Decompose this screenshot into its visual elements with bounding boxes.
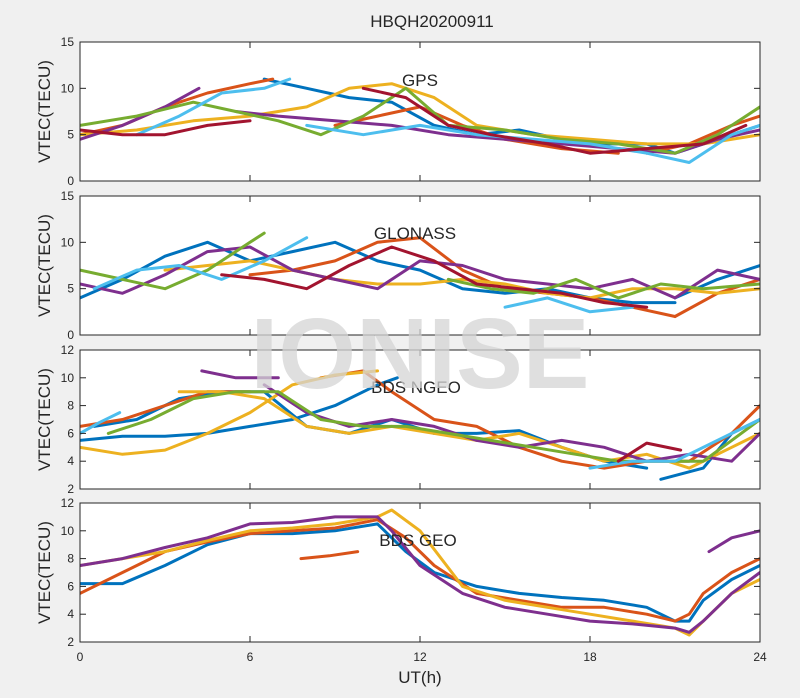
series-line-3 (299, 550, 360, 561)
x-axis: 0 6 12 18 24 (77, 650, 767, 664)
y-axis-label: VTEC(TECU) (35, 368, 54, 471)
series-line-12 (361, 86, 748, 155)
panel-4: 2 4 6 8 10 12 VTEC(TECU) BDS GEO (35, 496, 761, 649)
plot-area (80, 350, 760, 489)
y-tick-label: 8 (67, 552, 74, 566)
series-line-11 (80, 411, 122, 435)
series-group (80, 231, 760, 318)
y-tick-label: 8 (67, 399, 74, 413)
y-axis-label: VTEC(TECU) (35, 214, 54, 317)
panel-1: 0 5 10 15 VTEC(TECU) GPS (35, 35, 761, 188)
series-line-5 (163, 259, 760, 300)
x-tick-label: 24 (753, 650, 767, 664)
series-line-8 (80, 86, 760, 155)
y-tick-label: 10 (61, 235, 75, 249)
y-tick-label: 15 (61, 35, 75, 49)
x-tick-label: 12 (413, 650, 427, 664)
series-line-10 (503, 296, 634, 314)
panel-2: 0 5 10 15 VTEC(TECU) GLONASS (35, 189, 761, 342)
y-tick-label: 5 (67, 282, 74, 296)
series-line-4 (80, 508, 760, 637)
y-tick-label: 4 (67, 454, 74, 468)
y-axis-label: VTEC(TECU) (35, 60, 54, 163)
x-axis-label: UT(h) (398, 668, 441, 687)
panel-label: BDS GEO (379, 531, 456, 550)
x-tick-label: 0 (77, 650, 84, 664)
series-line-1 (80, 240, 677, 305)
y-tick-label: 4 (67, 607, 74, 621)
series-line-11 (80, 119, 252, 137)
y-tick-label: 5 (67, 128, 74, 142)
y-tick-label: 0 (67, 174, 74, 188)
series-line-5 (80, 82, 760, 146)
series-line-11 (220, 245, 649, 309)
x-tick-label: 6 (247, 650, 254, 664)
panel-label: GPS (402, 71, 438, 90)
y-tick-label: 2 (67, 635, 74, 649)
panel-label: BDS NGEO (371, 378, 461, 397)
series-line-8 (446, 277, 760, 300)
panels: 0 5 10 15 VTEC(TECU) GPS 0 5 10 15 VTEC(TECU) GLONA… (35, 35, 761, 649)
y-tick-label: 6 (67, 579, 74, 593)
series-line-6 (80, 245, 760, 300)
series-line-13 (616, 441, 683, 463)
series-group (80, 369, 760, 481)
series-line-10 (305, 123, 760, 164)
series-line-9 (92, 236, 309, 291)
y-tick-label: 0 (67, 328, 74, 342)
series-line-12 (588, 418, 760, 470)
y-tick-label: 10 (61, 371, 75, 385)
y-tick-label: 12 (61, 343, 75, 357)
series-line-3 (248, 236, 677, 318)
panel-label: GLONASS (374, 224, 456, 243)
series-line-6 (80, 369, 379, 456)
plot-area (80, 42, 760, 181)
y-tick-label: 10 (61, 524, 75, 538)
series-group (80, 508, 760, 637)
watermark: IONISE (251, 298, 590, 410)
series-line-6 (707, 529, 760, 554)
series-line-4 (645, 114, 760, 155)
y-tick-label: 12 (61, 496, 75, 510)
y-tick-label: 6 (67, 426, 74, 440)
series-line-9 (135, 77, 292, 137)
chart-title: HBQH20200911 (370, 12, 494, 31)
series-line-1 (80, 376, 399, 442)
y-axis-label: VTEC(TECU) (35, 521, 54, 624)
plot-area (80, 503, 760, 642)
y-tick-label: 15 (61, 189, 75, 203)
series-group (80, 77, 760, 164)
series-line-8 (200, 369, 280, 380)
y-tick-label: 10 (61, 81, 75, 95)
panel-3: 2 4 6 8 10 12 VTEC(TECU) BDS NGEO (35, 343, 761, 496)
y-tick-label: 2 (67, 482, 74, 496)
series-line-5 (80, 515, 760, 634)
x-tick-label: 18 (583, 650, 597, 664)
